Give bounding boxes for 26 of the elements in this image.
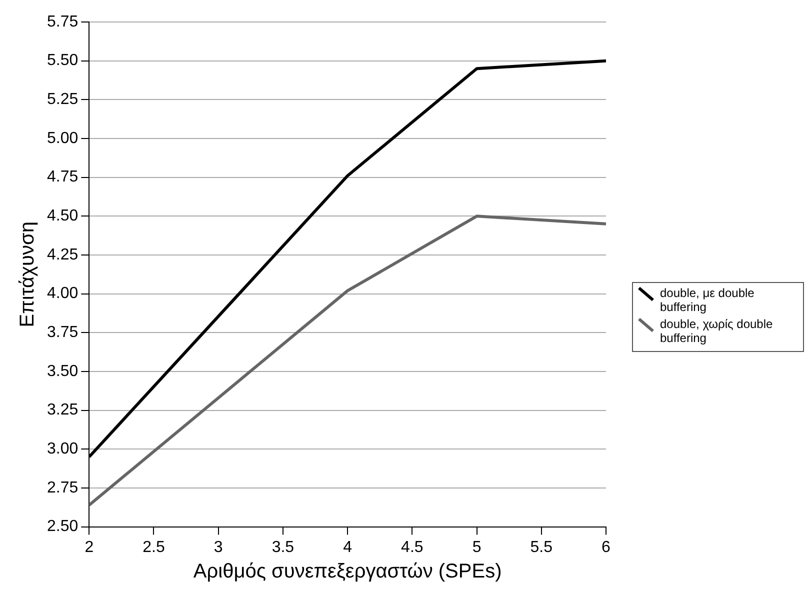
x-tick-label: 2.5	[142, 538, 165, 556]
x-tick-label: 5.5	[530, 538, 553, 556]
y-tick-label: 4.75	[47, 168, 78, 186]
y-tick-label: 2.50	[47, 518, 78, 536]
x-tick-label: 2	[84, 538, 94, 556]
x-tick-label: 4	[343, 538, 352, 556]
x-tick-label: 3	[214, 538, 223, 556]
y-tick-label: 4.50	[47, 208, 78, 225]
x-tick-label: 3.5	[272, 538, 294, 556]
x-axis-title: Αριθμός συνεπεξεργαστών (SPEs)	[193, 560, 502, 583]
y-axis-title: Επιτάχυνση	[16, 222, 39, 328]
y-tick-label: 3.50	[47, 362, 78, 380]
x-tick-label: 6	[602, 538, 611, 556]
y-tick-label: 5.25	[47, 91, 78, 108]
y-tick-label: 5.50	[47, 52, 78, 70]
x-tick-label: 4.5	[401, 538, 424, 556]
y-tick-label: 5.75	[47, 13, 78, 30]
x-tick-label: 5	[472, 538, 482, 556]
y-tick-label: 2.75	[47, 479, 78, 496]
y-tick-label: 4.00	[47, 285, 78, 302]
legend-label: double, χωρίς double buffering	[660, 317, 774, 345]
y-tick-label: 5.00	[47, 130, 78, 147]
y-tick-label: 3.25	[47, 402, 78, 419]
y-tick-label: 3.00	[47, 440, 78, 458]
y-tick-label: 3.75	[47, 324, 78, 342]
y-tick-label: 4.25	[47, 246, 78, 264]
